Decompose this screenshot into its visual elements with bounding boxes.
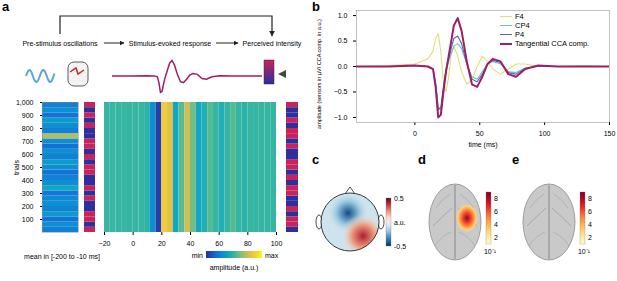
svg-text:100: 100 [271,240,283,247]
svg-text:4: 4 [588,221,592,228]
svg-text:700: 700 [22,138,34,145]
svg-text:−0.5: −0.5 [334,88,348,95]
svg-text:300: 300 [22,190,34,197]
html-text:P4: P4 [515,30,525,39]
svg-text:Pre-stimulus oscillations: Pre-stimulus oscillations [22,40,98,47]
svg-text:1.0: 1.0 [338,12,348,19]
svg-text:150: 150 [604,130,616,137]
svg-text:e: e [512,152,519,167]
svg-text:40: 40 [187,240,195,247]
svg-text:4: 4 [494,221,498,228]
svg-text:900: 900 [22,112,34,119]
svg-text:2: 2 [494,234,498,241]
svg-text:80: 80 [244,240,252,247]
svg-text:a.u.: a.u. [394,219,406,226]
svg-text:100: 100 [539,130,551,137]
svg-text:mean in [-200 to -10 ms]: mean in [-200 to -10 ms] [24,253,100,261]
svg-text:20: 20 [158,240,166,247]
svg-text:400: 400 [22,177,34,184]
svg-text:Stimulus-evoked response: Stimulus-evoked response [129,40,212,48]
svg-text:d: d [418,152,426,167]
svg-text:60: 60 [215,240,223,247]
svg-text:a: a [2,0,10,14]
svg-text:max: max [265,252,279,259]
svg-text:200: 200 [22,203,34,210]
svg-text:−1.0: −1.0 [334,114,348,121]
svg-text:500: 500 [22,164,34,171]
svg-text:time (ms): time (ms) [468,141,497,149]
svg-text:6: 6 [588,208,592,215]
svg-text:1,000: 1,000 [16,99,34,106]
svg-text:trials: trials [13,160,20,175]
svg-text:10⁻¹: 10⁻¹ [484,248,497,255]
svg-text:0: 0 [413,130,417,137]
svg-text:min: min [192,252,203,259]
svg-text:-0.5: -0.5 [394,243,406,250]
svg-text:50: 50 [476,130,484,137]
html-text:Tangential CCA comp.: Tangential CCA comp. [515,39,590,48]
html-text:CP4: CP4 [515,21,530,30]
html-text:F4: F4 [515,12,524,21]
svg-text:8: 8 [588,195,592,202]
svg-text:0: 0 [131,240,135,247]
svg-text:800: 800 [22,125,34,132]
svg-text:Perceived intensity: Perceived intensity [243,40,302,48]
svg-text:100: 100 [22,216,34,223]
svg-text:10⁻¹: 10⁻¹ [578,248,591,255]
svg-text:c: c [312,152,319,167]
svg-text:−20: −20 [99,240,111,247]
svg-text:b: b [312,0,320,14]
svg-text:8: 8 [494,195,498,202]
svg-text:amplitude (a.u.): amplitude (a.u.) [210,264,259,272]
svg-text:0.0: 0.0 [338,63,348,70]
svg-text:0.5: 0.5 [394,195,404,202]
svg-text:6: 6 [494,208,498,215]
svg-text:600: 600 [22,151,34,158]
svg-text:amplitude (sensors in µV/ CCA: amplitude (sensors in µV/ CCA comp. in a… [316,19,322,129]
svg-text:2: 2 [588,234,592,241]
svg-text:0.5: 0.5 [338,37,348,44]
